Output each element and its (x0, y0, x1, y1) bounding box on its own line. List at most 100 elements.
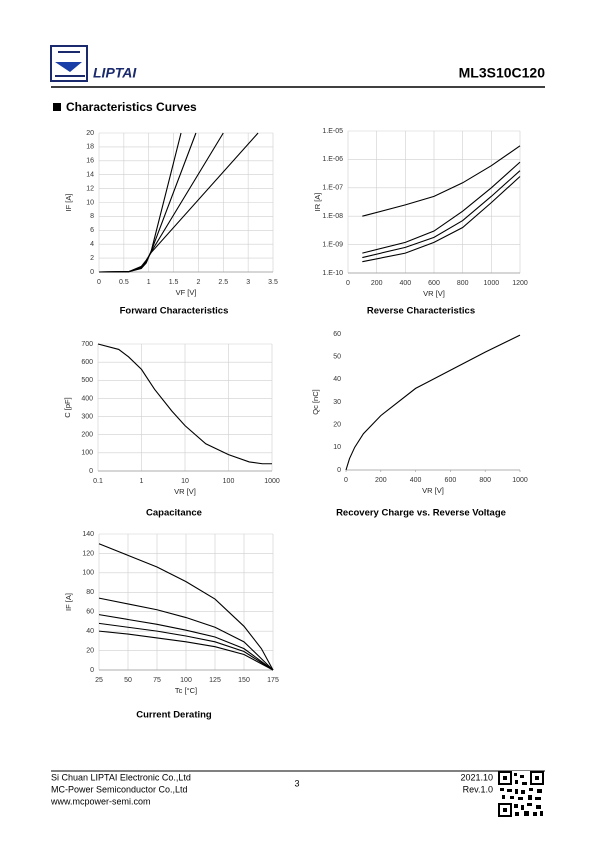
x-tick-label: 2.5 (218, 279, 228, 286)
curve (98, 597, 274, 671)
x-tick-label: 50 (124, 677, 132, 684)
x-axis-label: VR [V] (174, 487, 196, 496)
section-title: Characteristics Curves (66, 100, 197, 114)
x-tick-label: 0 (346, 280, 350, 287)
curve (97, 343, 272, 465)
part-number: ML3S10C120 (459, 65, 546, 81)
curve (362, 176, 521, 263)
x-tick-label: 0 (344, 477, 348, 484)
section-bullet (53, 103, 61, 111)
curve (362, 170, 521, 259)
y-tick-label: 100 (81, 450, 93, 457)
y-tick-label: 1.E-07 (322, 185, 343, 192)
chart-title: Forward Characteristics (120, 306, 229, 317)
logo (50, 45, 88, 82)
x-tick-label: 25 (95, 677, 103, 684)
y-tick-label: 0 (90, 667, 94, 674)
x-tick-label: 400 (410, 477, 422, 484)
y-tick-label: 14 (86, 172, 94, 179)
x-tick-label: 0 (97, 279, 101, 286)
y-tick-label: 400 (81, 395, 93, 402)
y-tick-label: 200 (81, 432, 93, 439)
y-tick-label: 100 (82, 570, 94, 577)
x-tick-label: 3 (246, 279, 250, 286)
footer-company: Si Chuan LIPTAI Electronic Co.,Ltd (51, 772, 191, 782)
curve (98, 543, 274, 671)
y-tick-label: 12 (86, 185, 94, 192)
y-tick-label: 60 (333, 331, 341, 338)
y-tick-label: 40 (333, 376, 341, 383)
x-tick-label: 1 (140, 478, 144, 485)
y-tick-label: 1.E-06 (322, 156, 343, 163)
y-tick-label: 1.E-08 (322, 213, 343, 220)
y-tick-label: 18 (86, 144, 94, 151)
y-tick-label: 6 (90, 227, 94, 234)
curve (98, 132, 259, 273)
chart-title: Capacitance (146, 508, 202, 519)
y-tick-label: 1.E-05 (322, 128, 343, 135)
brand: LIPTAI (93, 65, 137, 81)
chart-title: Reverse Characteristics (367, 306, 475, 317)
curve (362, 145, 521, 217)
chart: 1.E-10 1.E-09 1.E-08 1.E-07 1.E-06 1.E-05 0 200… (313, 128, 528, 317)
x-tick-label: 800 (457, 280, 469, 287)
curve (362, 161, 521, 254)
y-tick-label: 20 (86, 647, 94, 654)
footer-revision: Rev.1.0 (463, 784, 493, 794)
x-axis-label: VR [V] (423, 289, 445, 298)
x-tick-label: 100 (180, 677, 192, 684)
y-tick-label: 30 (333, 399, 341, 406)
y-axis-label: Qc [nC] (311, 389, 320, 414)
footer-date: 2021.10 (460, 772, 493, 782)
x-tick-label: 175 (267, 677, 279, 684)
x-tick-label: 125 (209, 677, 221, 684)
y-axis-label: IR [A] (313, 193, 322, 212)
x-tick-label: 1000 (484, 280, 500, 287)
x-tick-label: 0.5 (119, 279, 129, 286)
y-tick-label: 60 (86, 609, 94, 616)
y-tick-label: 140 (82, 531, 94, 538)
x-tick-label: 200 (375, 477, 387, 484)
footer-website: www.mcpower-semi.com (50, 796, 151, 806)
curve (345, 334, 521, 471)
y-tick-label: 80 (86, 589, 94, 596)
y-tick-label: 300 (81, 413, 93, 420)
chart: 0 20 40 60 80 100 120 140 25 50 75 100 125 150 175 IF [… (64, 531, 279, 721)
page-number: 3 (294, 778, 299, 788)
x-tick-label: 1 (147, 279, 151, 286)
y-tick-label: 1.E-10 (322, 270, 343, 277)
y-axis-label: C [pF] (63, 397, 72, 417)
curve (98, 630, 274, 671)
x-tick-label: 3.5 (268, 279, 278, 286)
x-tick-label: 1.5 (169, 279, 179, 286)
y-tick-label: 0 (90, 269, 94, 276)
y-axis-label: IF [A] (64, 593, 73, 611)
footer-company: MC-Power Semiconductor Co.,Ltd (51, 784, 188, 794)
x-tick-label: 2 (196, 279, 200, 286)
x-tick-label: 600 (428, 280, 440, 287)
x-tick-label: 600 (445, 477, 457, 484)
x-tick-label: 800 (479, 477, 491, 484)
x-tick-label: 0.1 (93, 478, 103, 485)
x-tick-label: 200 (371, 280, 383, 287)
y-tick-label: 50 (333, 354, 341, 361)
qr-code (498, 771, 544, 817)
y-tick-label: 700 (81, 341, 93, 348)
x-tick-label: 100 (223, 478, 235, 485)
y-tick-label: 500 (81, 377, 93, 384)
y-tick-label: 600 (81, 359, 93, 366)
x-axis-label: VR [V] (422, 486, 444, 495)
y-tick-label: 0 (337, 467, 341, 474)
curve (98, 622, 274, 671)
x-axis-label: Tc [°C] (175, 686, 197, 695)
y-tick-label: 120 (82, 550, 94, 557)
y-tick-label: 1.E-09 (322, 241, 343, 248)
x-tick-label: 1200 (512, 280, 528, 287)
chart: 0 100 200 300 400 500 600 700 0.1 1 10 100 1000 C [pF… (63, 341, 280, 519)
y-tick-label: 10 (86, 199, 94, 206)
chart-title: Recovery Charge vs. Reverse Voltage (336, 508, 506, 519)
x-tick-label: 1000 (512, 477, 528, 484)
